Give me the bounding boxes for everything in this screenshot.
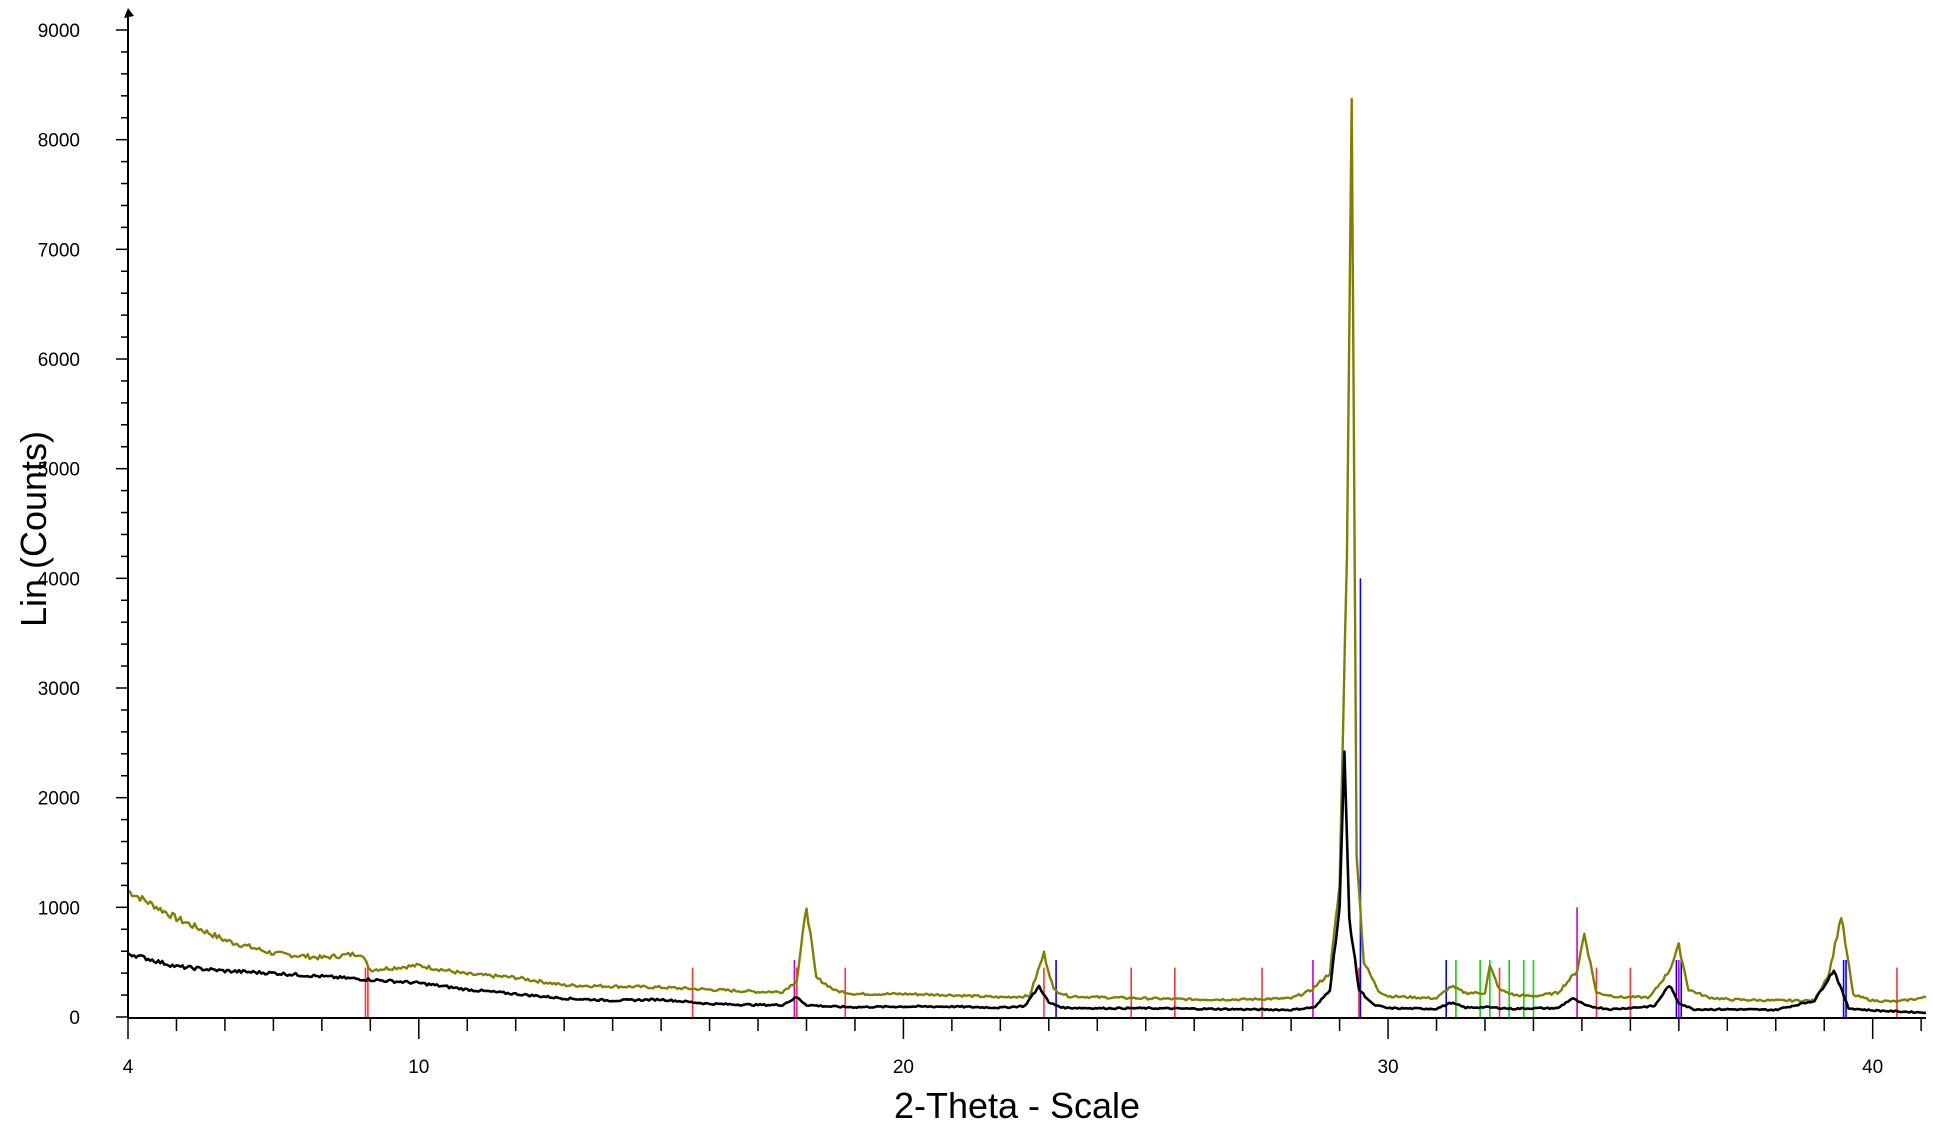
y-tick-label: 1000 — [38, 898, 80, 919]
y-axis-title: Lin (Counts) — [13, 431, 54, 627]
x-tick-label: 4 — [123, 1057, 134, 1078]
x-tick-label: 20 — [893, 1057, 914, 1078]
y-tick-label: 4000 — [38, 569, 80, 590]
y-tick-label: 2000 — [38, 789, 80, 810]
reference-lines — [364, 578, 1898, 1017]
y-tick-label: 6000 — [38, 350, 80, 371]
x-tick-label: 40 — [1862, 1057, 1883, 1078]
series-line — [127, 750, 1927, 1015]
y-tick-label: 9000 — [38, 21, 80, 42]
x-tick-label: 30 — [1377, 1057, 1398, 1078]
ticks: 0 1000 2000 3000 4000 5000 6000 7000 8000 9000 4 10… — [38, 21, 1922, 1078]
y-tick-label: 5000 — [38, 460, 80, 481]
y-axis-arrow — [124, 8, 134, 18]
x-axis-title: 2-Theta - Scale — [894, 1085, 1140, 1126]
x-tick-label: 10 — [408, 1057, 429, 1078]
y-tick-label: 8000 — [38, 131, 80, 152]
y-tick-label: 7000 — [38, 240, 80, 261]
series-line — [127, 97, 1927, 1004]
y-tick-label: 0 — [69, 1008, 80, 1029]
axes — [124, 8, 1926, 1019]
series-group — [127, 97, 1927, 1015]
y-tick-label: 3000 — [38, 679, 80, 700]
